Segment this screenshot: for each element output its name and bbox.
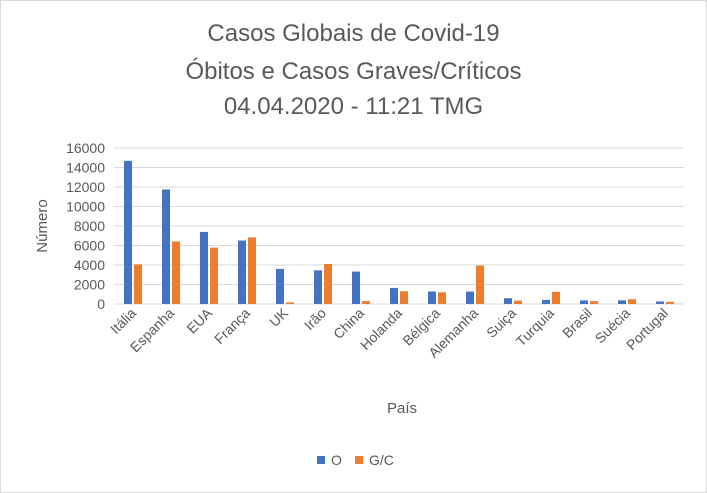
bar-o: [314, 270, 322, 304]
bar-o: [428, 291, 436, 304]
bar-gc: [362, 301, 370, 304]
bar-gc: [438, 292, 446, 304]
y-tick-label: 10000: [66, 199, 105, 215]
bar-gc: [590, 301, 598, 304]
bar-o: [618, 300, 626, 304]
chart-subtitle: Óbitos e Casos Graves/Críticos: [185, 58, 522, 85]
bar-o: [238, 240, 246, 304]
chart-title: Casos Globais de Covid-19: [207, 20, 500, 47]
y-tick-label: 0: [97, 296, 105, 312]
bar-o: [276, 268, 284, 304]
bar-o: [124, 160, 132, 304]
legend-label-gc: G/C: [369, 452, 394, 468]
x-tick-label: EUA: [183, 304, 215, 336]
x-tick-label: França: [211, 305, 253, 347]
bar-gc: [134, 264, 142, 304]
bar-gc: [628, 299, 636, 304]
bar-gc: [286, 302, 294, 304]
bar-gc: [666, 301, 674, 304]
y-tick-label: 8000: [74, 218, 105, 234]
x-tick-label: Holanda: [357, 305, 405, 353]
bar-o: [656, 301, 664, 304]
bar-gc: [552, 291, 560, 304]
bar-gc: [400, 291, 408, 304]
bar-o: [466, 291, 474, 304]
y-tick-label: 6000: [74, 238, 105, 254]
bar-gc: [248, 237, 256, 304]
legend-swatch-gc: [355, 456, 363, 464]
chart-date: 04.04.2020 - 11:21 TMG: [223, 93, 484, 120]
y-axis-title: Número: [34, 199, 51, 252]
y-tick-label: 4000: [74, 257, 105, 273]
x-tick-label: Turquia: [513, 305, 558, 350]
x-tick-label: Brasil: [559, 305, 595, 341]
bar-gc: [172, 241, 180, 304]
y-tick-label: 12000: [66, 179, 105, 195]
legend-item-o: O: [317, 452, 342, 468]
bar-gc: [476, 265, 484, 304]
y-tick-label: 14000: [66, 160, 105, 176]
bar-o: [200, 231, 208, 304]
bar-o: [390, 287, 398, 304]
legend-label-o: O: [331, 452, 342, 468]
bar-o: [542, 299, 550, 304]
bar-o: [580, 300, 588, 304]
x-tick-label: Irão: [301, 305, 330, 334]
bar-gc: [210, 247, 218, 304]
legend-item-gc: G/C: [355, 452, 394, 468]
bar-o: [162, 189, 170, 304]
y-tick-label: 2000: [74, 277, 105, 293]
bar-o: [352, 271, 360, 304]
bar-gc: [514, 300, 522, 304]
legend-swatch-o: [317, 456, 325, 464]
x-axis-title: País: [387, 400, 417, 417]
x-tick-label: Itália: [107, 305, 139, 337]
y-tick-label: 16000: [66, 140, 105, 156]
x-tick-label: Portugal: [623, 305, 671, 353]
bar-o: [504, 298, 512, 304]
x-tick-label: UK: [266, 304, 292, 330]
bar-gc: [324, 263, 332, 304]
